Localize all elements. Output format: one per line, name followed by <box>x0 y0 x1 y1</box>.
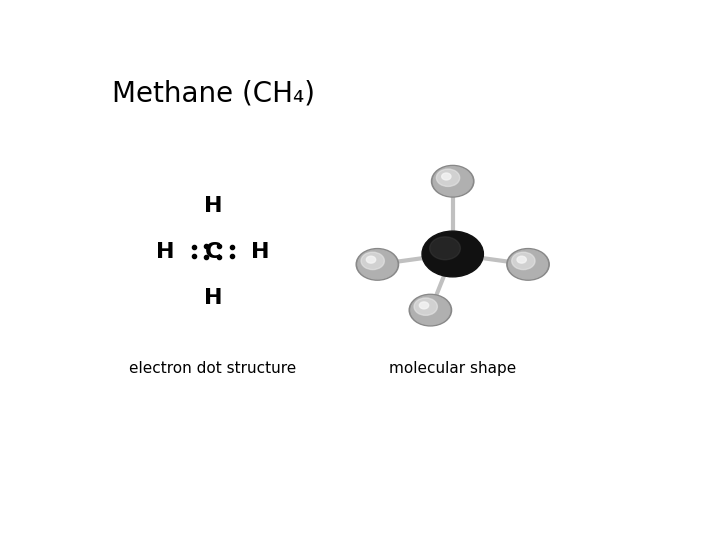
Circle shape <box>409 294 451 326</box>
Circle shape <box>507 248 549 280</box>
Circle shape <box>361 252 384 269</box>
Text: H: H <box>251 242 269 262</box>
Circle shape <box>414 298 437 315</box>
Circle shape <box>366 256 376 263</box>
Circle shape <box>517 256 526 263</box>
Circle shape <box>358 250 397 279</box>
Circle shape <box>441 173 451 180</box>
Text: electron dot structure: electron dot structure <box>129 361 297 376</box>
Circle shape <box>430 237 460 260</box>
Text: H: H <box>156 242 174 262</box>
Text: molecular shape: molecular shape <box>389 361 516 376</box>
Circle shape <box>512 252 535 269</box>
Circle shape <box>436 169 459 186</box>
Text: Methane (CH₄): Methane (CH₄) <box>112 80 315 108</box>
Circle shape <box>419 302 428 309</box>
Circle shape <box>433 167 472 196</box>
Text: H: H <box>204 196 222 216</box>
Text: C: C <box>204 242 221 262</box>
Text: H: H <box>204 288 222 308</box>
Circle shape <box>422 231 483 277</box>
Circle shape <box>411 295 450 325</box>
Circle shape <box>356 248 399 280</box>
Circle shape <box>508 250 547 279</box>
Circle shape <box>431 165 474 197</box>
